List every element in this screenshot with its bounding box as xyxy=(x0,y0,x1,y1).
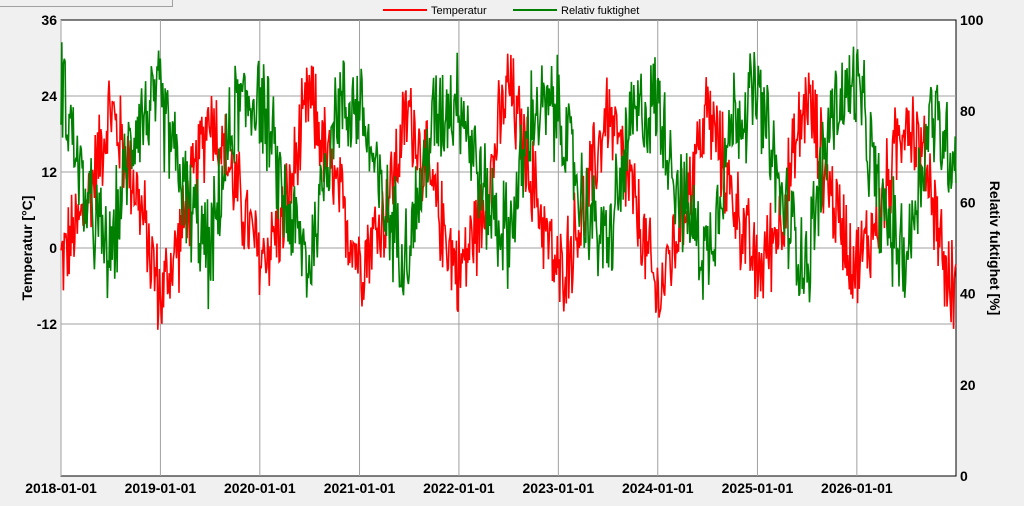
y-axis-right-title: Relativ fuktighet [%] xyxy=(987,181,1003,316)
y-left-tick-label: 24 xyxy=(41,88,57,104)
x-tick-label: 2020-01-01 xyxy=(224,480,296,496)
y-right-tick-label: 0 xyxy=(960,468,968,484)
x-tick-label: 2019-01-01 xyxy=(125,480,197,496)
x-tick-label: 2024-01-01 xyxy=(622,480,694,496)
y-right-tick-label: 60 xyxy=(960,194,976,210)
axes: 2018-01-01 2019-01-01 2020-01-01 2021-01-01… xyxy=(25,12,983,496)
y-left-tick-label: -12 xyxy=(37,316,57,332)
y-right-tick-label: 40 xyxy=(960,286,976,302)
x-tick-label: 2021-01-01 xyxy=(324,480,396,496)
series-layer xyxy=(60,42,957,330)
window-corner-frame xyxy=(0,0,173,7)
y-left-tick-label: 0 xyxy=(49,240,57,256)
y-axis-left-title: Temperatur [°C] xyxy=(19,196,35,301)
y-left-tick-label: 36 xyxy=(41,12,57,28)
legend-label-temperatur: Temperatur xyxy=(431,5,487,17)
legend: Temperatur Relativ fuktighet xyxy=(383,5,639,17)
x-tick-label: 2022-01-01 xyxy=(423,480,495,496)
x-tick-label: 2023-01-01 xyxy=(523,480,595,496)
x-tick-label: 2025-01-01 xyxy=(722,480,794,496)
series-line-temperatur xyxy=(60,53,957,330)
y-right-tick-label: 100 xyxy=(960,12,984,28)
x-tick-label: 2026-01-01 xyxy=(821,480,893,496)
y-right-tick-label: 80 xyxy=(960,103,976,119)
series-line-relativ-fuktighet xyxy=(60,42,957,310)
x-tick-label: 2018-01-01 xyxy=(25,480,97,496)
y-left-tick-label: 12 xyxy=(41,164,57,180)
y-right-tick-label: 20 xyxy=(960,377,976,393)
legend-label-fuktighet: Relativ fuktighet xyxy=(561,5,639,17)
